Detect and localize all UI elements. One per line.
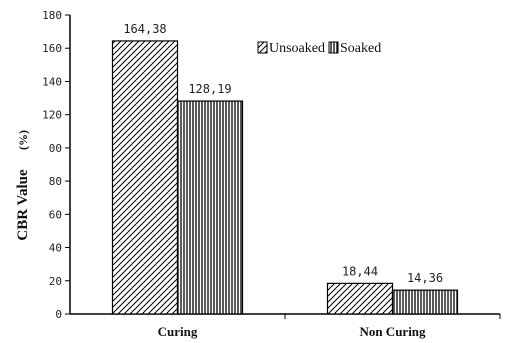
y-axis-title: CBR Value (%) xyxy=(15,130,31,241)
bars xyxy=(111,40,459,315)
y-tick-label: 120 xyxy=(42,109,62,122)
y-tick-label: 180 xyxy=(42,9,62,22)
data-label: 14,36 xyxy=(407,271,443,285)
y-tick-label: 00 xyxy=(49,142,62,155)
data-label: 18,44 xyxy=(342,264,378,278)
bar-unsoaked-curing xyxy=(111,40,179,315)
y-axis-label: CBR Value xyxy=(15,169,31,241)
y-ticks: 0 20 40 60 80 00 120 140 160 180 xyxy=(42,9,70,321)
category-label: Non Curing xyxy=(359,324,426,339)
y-tick-label: 0 xyxy=(55,308,62,321)
bar-soaked-non-curing xyxy=(391,289,459,315)
y-tick-label: 160 xyxy=(42,42,62,55)
y-tick-label: 60 xyxy=(49,208,62,221)
bar-soaked-curing xyxy=(176,100,244,315)
x-ticks xyxy=(284,314,501,319)
legend-label-soaked: Soaked xyxy=(340,41,381,56)
legend-swatch-soaked xyxy=(328,41,339,54)
y-axis-unit: (%) xyxy=(16,130,30,150)
legend-swatch-unsoaked xyxy=(257,41,268,54)
category-label: Curing xyxy=(158,324,198,339)
y-tick-label: 140 xyxy=(42,75,62,88)
y-tick-label: 20 xyxy=(49,275,62,288)
y-tick-label: 80 xyxy=(49,175,62,188)
category-labels: Curing Non Curing xyxy=(158,324,426,339)
y-tick-label: 40 xyxy=(49,242,62,255)
data-label: 164,38 xyxy=(123,22,166,36)
data-labels: 164,38 128,19 18,44 14,36 xyxy=(123,22,443,285)
legend-label-unsoaked: Unsoaked xyxy=(269,41,325,56)
legend: Unsoaked Soaked xyxy=(257,41,381,56)
bar-unsoaked-non-curing xyxy=(326,282,394,315)
data-label: 128,19 xyxy=(188,82,231,96)
